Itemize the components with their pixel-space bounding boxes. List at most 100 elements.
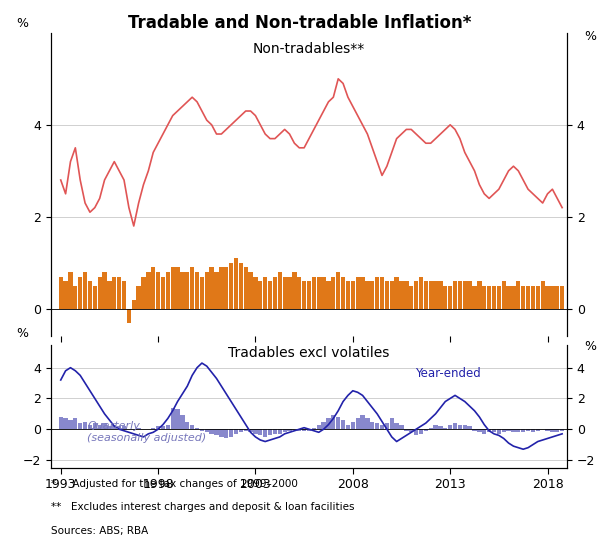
Bar: [428, 281, 433, 309]
Bar: [341, 420, 345, 429]
Bar: [190, 424, 194, 429]
Bar: [458, 281, 462, 309]
Bar: [555, 429, 559, 432]
Bar: [263, 429, 268, 437]
Bar: [467, 281, 472, 309]
Bar: [331, 415, 335, 429]
Bar: [492, 429, 496, 432]
Bar: [268, 281, 272, 309]
Bar: [370, 281, 374, 309]
Bar: [331, 277, 335, 309]
Bar: [545, 429, 550, 431]
Bar: [458, 424, 462, 429]
Bar: [550, 429, 554, 432]
Bar: [273, 277, 277, 309]
Bar: [161, 277, 165, 309]
Bar: [83, 272, 87, 309]
Bar: [409, 429, 413, 432]
Bar: [117, 277, 121, 309]
Bar: [453, 423, 457, 429]
Bar: [209, 429, 214, 434]
Bar: [385, 423, 389, 429]
Bar: [297, 429, 301, 431]
Bar: [414, 281, 418, 309]
Bar: [365, 281, 370, 309]
Bar: [389, 418, 394, 429]
Bar: [472, 286, 476, 309]
Bar: [506, 429, 511, 431]
Bar: [263, 277, 268, 309]
Bar: [68, 272, 73, 309]
Bar: [531, 429, 535, 432]
Bar: [68, 420, 73, 429]
Text: Tradable and Non-tradable Inflation*: Tradable and Non-tradable Inflation*: [128, 14, 472, 32]
Bar: [107, 281, 112, 309]
Bar: [175, 267, 180, 309]
Bar: [161, 426, 165, 429]
Bar: [244, 429, 248, 431]
Bar: [370, 422, 374, 429]
Bar: [127, 309, 131, 323]
Bar: [59, 277, 63, 309]
Bar: [219, 267, 224, 309]
Bar: [88, 424, 92, 429]
Bar: [302, 281, 306, 309]
Bar: [307, 281, 311, 309]
Y-axis label: %: %: [584, 340, 596, 353]
Bar: [322, 277, 326, 309]
Bar: [322, 422, 326, 429]
Bar: [487, 286, 491, 309]
Text: Tradables excl volatiles: Tradables excl volatiles: [229, 346, 389, 360]
Y-axis label: %: %: [17, 17, 29, 30]
Bar: [361, 277, 365, 309]
Bar: [326, 418, 331, 429]
Bar: [448, 424, 452, 429]
Bar: [253, 277, 257, 309]
Bar: [92, 286, 97, 309]
Text: *     Adjusted for the tax changes of 1999–2000: * Adjusted for the tax changes of 1999–2…: [51, 479, 298, 488]
Bar: [419, 277, 423, 309]
Bar: [92, 423, 97, 429]
Text: **   Excludes interest charges and deposit & loan facilities: ** Excludes interest charges and deposit…: [51, 502, 355, 512]
Bar: [356, 277, 360, 309]
Bar: [394, 423, 399, 429]
Bar: [482, 429, 487, 434]
Bar: [142, 277, 146, 309]
Bar: [409, 286, 413, 309]
Bar: [200, 429, 204, 431]
Bar: [209, 267, 214, 309]
Text: Non-tradables**: Non-tradables**: [253, 42, 365, 56]
Bar: [229, 263, 233, 309]
Bar: [151, 428, 155, 429]
Bar: [516, 281, 520, 309]
Bar: [180, 415, 185, 429]
Bar: [506, 286, 511, 309]
Bar: [98, 277, 102, 309]
Bar: [482, 286, 487, 309]
Bar: [205, 272, 209, 309]
Bar: [166, 272, 170, 309]
Bar: [414, 429, 418, 435]
Bar: [380, 424, 384, 429]
Bar: [103, 423, 107, 429]
Bar: [170, 408, 175, 429]
Bar: [443, 428, 448, 429]
Bar: [205, 429, 209, 432]
Bar: [356, 418, 360, 429]
Bar: [64, 418, 68, 429]
Bar: [375, 277, 379, 309]
Bar: [463, 424, 467, 429]
Bar: [428, 428, 433, 429]
Bar: [521, 286, 526, 309]
Bar: [560, 286, 564, 309]
Bar: [336, 272, 340, 309]
Bar: [545, 286, 550, 309]
Bar: [73, 418, 77, 429]
Bar: [404, 281, 409, 309]
Bar: [312, 428, 316, 429]
Bar: [234, 429, 238, 434]
Bar: [424, 429, 428, 431]
Bar: [516, 429, 520, 432]
Bar: [531, 286, 535, 309]
Bar: [438, 426, 443, 429]
